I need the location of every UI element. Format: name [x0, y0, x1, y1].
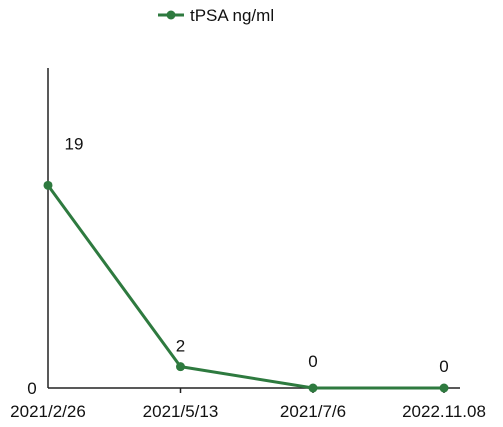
y-tick-labels: 0 — [27, 379, 36, 398]
series-tpsa — [43, 180, 449, 393]
data-point — [176, 362, 185, 372]
data-point — [308, 383, 318, 393]
data-label: 2 — [176, 337, 185, 356]
y-tick-label: 0 — [27, 379, 36, 398]
legend-label: tPSA ng/ml — [190, 6, 274, 25]
series-line — [46, 184, 444, 390]
x-tick-labels: 2021/2/26 2021/5/13 2021/7/6 2022.11.08 — [10, 402, 486, 421]
data-label: 19 — [65, 134, 84, 153]
x-tick-label: 2021/7/6 — [280, 402, 346, 421]
x-tick-label: 2022.11.08 — [402, 402, 486, 421]
data-label: 0 — [308, 352, 317, 371]
x-tick-label: 2021/5/13 — [143, 402, 219, 421]
legend: tPSA ng/ml — [158, 6, 274, 25]
data-labels: 19 2 0 0 — [65, 134, 449, 376]
data-point — [439, 383, 449, 393]
data-point — [43, 180, 53, 190]
x-tick-label: 2021/2/26 — [10, 402, 86, 421]
legend-point-marker — [166, 10, 176, 20]
data-label: 0 — [439, 357, 448, 376]
axes — [47, 68, 460, 389]
